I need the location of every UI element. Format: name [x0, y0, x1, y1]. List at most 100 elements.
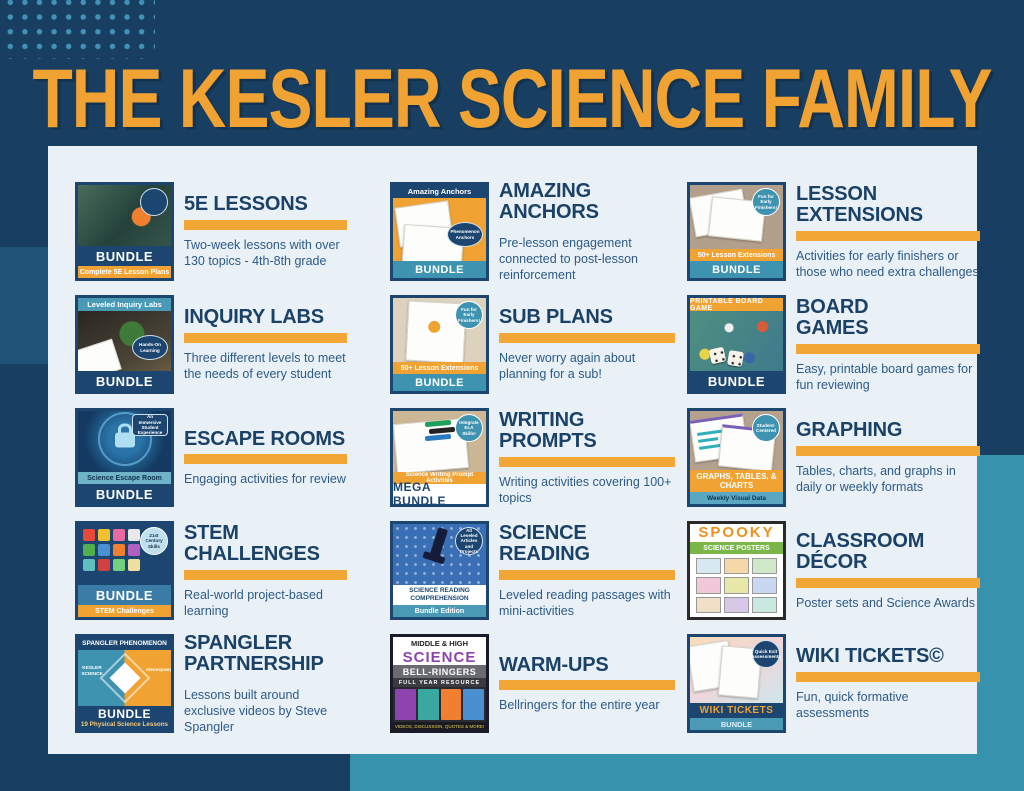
- title-underline: [796, 230, 980, 241]
- product-title: 5E LESSONS: [184, 193, 308, 216]
- clownfish-photo: [78, 185, 171, 246]
- product-title: SCIENCE READING: [499, 521, 590, 566]
- product-description: Pre-lesson engagement connected to post-…: [499, 235, 638, 283]
- thumb-line: BELL-RINGERS: [393, 665, 486, 678]
- thumb-caption: Complete 5E Lesson Plans: [78, 266, 171, 278]
- title-underline: [499, 456, 675, 467]
- card-sub-plans: Fun for Early Finishers! 50+ Lesson Exte…: [390, 295, 675, 395]
- product-thumbnail: Student-Centered GRAPHS, TABLES, & CHART…: [687, 408, 786, 507]
- clipboard-photo: Fun for Early Finishers!: [393, 298, 486, 362]
- product-thumbnail: Fun for Early Finishers! 50+ Lesson Exte…: [390, 295, 489, 394]
- product-title: SUB PLANS: [499, 306, 613, 329]
- card-writing-prompts: Integrate ELA Skills! Science Writing Pr…: [390, 408, 675, 508]
- badge: Fun for Early Finishers!: [752, 188, 780, 216]
- badge: Student-Centered: [752, 414, 780, 442]
- worksheets-photo: Phenomenon Anchors: [393, 198, 486, 261]
- badge: All Leveled Articles and Projects: [455, 527, 483, 555]
- page-title: THE KESLER SCIENCE FAMILY: [32, 51, 992, 145]
- badge: [140, 188, 168, 216]
- product-title: WRITING PROMPTS: [499, 408, 597, 453]
- thumb-line: MIDDLE & HIGH: [393, 637, 486, 649]
- badge: Hands-On Learning: [132, 335, 168, 360]
- badge: Fun for Early Finishers!: [455, 301, 483, 329]
- card-amazing-anchors: Amazing Anchors Phenomenon Anchors BUNDL…: [390, 180, 675, 283]
- thumb-title: SPOOKY: [690, 524, 783, 542]
- product-title: STEM CHALLENGES: [184, 521, 320, 566]
- product-title: WARM-UPS: [499, 653, 609, 676]
- bundle-sublabel: 19 Physical Science Lessons: [80, 721, 169, 728]
- product-description: Three different levels to meet the needs…: [184, 351, 346, 382]
- digital-lock-photo: An Immersive Student Experience: [78, 411, 171, 472]
- circuit-ring: [97, 412, 152, 467]
- bundle-banner: BUNDLE: [393, 261, 486, 278]
- bundle-banner: MEGA BUNDLE: [393, 480, 486, 504]
- badge: Phenomenon Anchors: [447, 222, 483, 247]
- title-underline: [499, 680, 675, 691]
- thumb-caption: SCIENCE POSTERS: [690, 542, 783, 554]
- card-lesson-extensions: Fun for Early Finishers! 50+ Lesson Exte…: [687, 182, 980, 282]
- title-underline: [184, 454, 347, 465]
- thumb-footer: VIDEOS, DISCUSSION, QUOTES & MORE!: [393, 722, 486, 730]
- left-accent-square: [0, 247, 48, 364]
- product-thumbnail: BUNDLE Complete 5E Lesson Plans: [75, 182, 174, 281]
- dots-pattern: [3, 0, 155, 59]
- padlock-icon: [114, 423, 135, 448]
- product-thumbnail: Integrate ELA Skills! Science Writing Pr…: [390, 408, 489, 507]
- product-description: Activities for early finishers or those …: [796, 248, 979, 280]
- card-escape-rooms: An Immersive Student Experience Science …: [75, 408, 378, 508]
- title-underline: [499, 333, 675, 344]
- bundle-banner: BUNDLE: [393, 374, 486, 391]
- card-classroom-decor: SPOOKY SCIENCE POSTERS CLASSROOM DÉCOR P…: [687, 521, 980, 621]
- icon-grid-photo: 21st Century Skills: [78, 524, 171, 585]
- thumb-title-bar: Leveled Inquiry Labs: [78, 298, 171, 311]
- bundle-banner: BUNDLE: [78, 484, 171, 504]
- content-panel: BUNDLE Complete 5E Lesson Plans 5E LESSO…: [48, 146, 980, 754]
- card-spangler-partnership: SPANGLER PHENOMENON KESLER SCIENCE steve…: [75, 631, 378, 735]
- bundle-banner: BUNDLE: [78, 246, 171, 266]
- thumb-title-bar: Amazing Anchors: [393, 185, 486, 198]
- product-title: INQUIRY LABS: [184, 306, 324, 329]
- product-thumbnail: An Immersive Student Experience Science …: [75, 408, 174, 507]
- game-board-photo: [690, 311, 783, 371]
- dice-icon: [708, 346, 727, 365]
- product-thumbnail: PRINTABLE BOARD GAME BUNDLE: [687, 295, 786, 394]
- thumb-line: FULL YEAR RESOURCE: [393, 678, 486, 687]
- product-description: Bellringers for the entire year: [499, 698, 660, 713]
- card-inquiry-labs: Leveled Inquiry Labs Hands-On Learning B…: [75, 295, 378, 395]
- slides-photo: Student-Centered: [690, 411, 783, 470]
- product-title: BOARD GAMES: [796, 295, 869, 340]
- badge: Integrate ELA Skills!: [455, 414, 483, 442]
- thumb-subcaption: Weekly Visual Data: [690, 492, 783, 504]
- card-warm-ups: MIDDLE & HIGH SCIENCE BELL-RINGERS FULL …: [390, 634, 675, 734]
- title-underline: [796, 446, 980, 457]
- thumb-caption: SCIENCE READING COMPREHENSION: [393, 585, 486, 605]
- product-thumbnail: Fun for Early Finishers! 50+ Lesson Exte…: [687, 182, 786, 281]
- tickets-photo: Quick Exit Assessments: [690, 637, 783, 703]
- product-description: Lessons built around exclusive videos by…: [184, 687, 328, 735]
- card-5e-lessons: BUNDLE Complete 5E Lesson Plans 5E LESSO…: [75, 182, 378, 282]
- bundle-banner: BUNDLE: [78, 371, 171, 391]
- product-title: SPANGLER PARTNERSHIP: [184, 631, 324, 676]
- product-thumbnail: SPOOKY SCIENCE POSTERS: [687, 521, 786, 620]
- thumb-caption: STEM Challenges: [78, 605, 171, 617]
- product-description: Never worry again about planning for a s…: [499, 351, 636, 382]
- product-thumbnail: SPANGLER PHENOMENON KESLER SCIENCE steve…: [75, 634, 174, 733]
- product-description: Fun, quick formative assessments: [796, 690, 909, 721]
- steve-spangler-logo: stevespangler: [146, 668, 171, 673]
- badge: An Immersive Student Experience: [132, 414, 168, 436]
- thumb-caption: WIKI TICKETS: [690, 703, 783, 718]
- bundle-banner: BUNDLE: [690, 718, 783, 730]
- title-underline: [796, 672, 980, 683]
- thumb-title-bar: PRINTABLE BOARD GAME: [690, 298, 783, 312]
- partnership-graphic: KESLER SCIENCE stevespangler: [78, 650, 171, 706]
- product-description: Poster sets and Science Awards: [796, 595, 976, 610]
- product-title: GRAPHING: [796, 419, 903, 442]
- product-description: Real-world project-based learning: [184, 587, 323, 619]
- bundle-banner: BUNDLE: [78, 585, 171, 605]
- product-description: Writing activities covering 100+ topics: [499, 474, 672, 506]
- product-title: LESSON EXTENSIONS: [796, 182, 923, 227]
- microscope-photo: All Leveled Articles and Projects: [393, 524, 486, 586]
- worksheet: [78, 338, 122, 371]
- product-thumbnail: All Leveled Articles and Projects SCIENC…: [390, 521, 489, 620]
- badge: 21st Century Skills: [140, 527, 168, 555]
